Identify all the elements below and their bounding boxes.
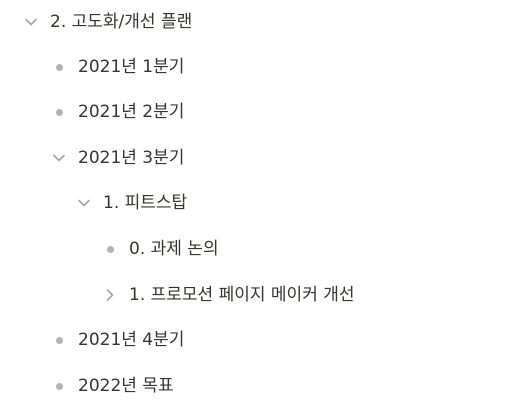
outline-item-label: 2. 고도화/개선 플랜 xyxy=(50,12,193,32)
outline-item-plan[interactable]: 2. 고도화/개선 플랜 xyxy=(24,7,192,37)
outline-item-label: 2021년 4분기 xyxy=(78,330,185,350)
bullet-dot-icon xyxy=(52,333,66,347)
outline-item-label: 1. 피트스탑 xyxy=(103,193,188,213)
outline-item-label: 2021년 1분기 xyxy=(78,57,185,77)
bullet-dot-icon xyxy=(103,242,117,256)
outline-item-label: 0. 과제 논의 xyxy=(129,239,219,259)
bullet-dot-icon xyxy=(52,60,66,74)
chevron-down-icon[interactable] xyxy=(24,15,38,29)
outline-item-2021-q2[interactable]: 2021년 2분기 xyxy=(52,97,184,127)
outline-item-label: 2022년 목표 xyxy=(78,376,174,396)
outline-item-pitstop[interactable]: 1. 피트스탑 xyxy=(77,188,187,218)
chevron-down-icon[interactable] xyxy=(52,151,66,165)
outline-item-2021-q3[interactable]: 2021년 3분기 xyxy=(52,143,184,173)
outline-item-task-discussion[interactable]: 0. 과제 논의 xyxy=(103,234,219,264)
outline-item-promotion-page-maker[interactable]: 1. 프로모션 페이지 메이커 개선 xyxy=(103,280,355,310)
bullet-dot-icon xyxy=(52,105,66,119)
chevron-right-icon[interactable] xyxy=(103,288,117,302)
outline-item-2021-q1[interactable]: 2021년 1분기 xyxy=(52,52,184,82)
outline-item-label: 2021년 2분기 xyxy=(78,102,185,122)
outline-item-2021-q4[interactable]: 2021년 4분기 xyxy=(52,325,184,355)
outline-item-2022-goals[interactable]: 2022년 목표 xyxy=(52,371,174,401)
outline-item-label: 2021년 3분기 xyxy=(78,148,185,168)
chevron-down-icon[interactable] xyxy=(77,196,91,210)
outline-item-label: 1. 프로모션 페이지 메이커 개선 xyxy=(129,285,355,305)
bullet-dot-icon xyxy=(52,379,66,393)
